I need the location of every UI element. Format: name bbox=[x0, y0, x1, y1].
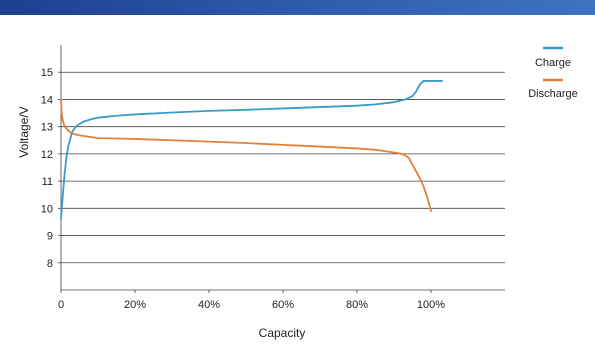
series-layer bbox=[60, 80, 443, 221]
x-tick-label-100: 100% bbox=[417, 299, 445, 311]
x-tick-label-20: 20% bbox=[124, 299, 146, 311]
top-banner bbox=[0, 0, 595, 15]
x-tick-label-80: 80% bbox=[346, 299, 368, 311]
y-tick-label-8: 8 bbox=[47, 258, 53, 270]
x-tick-labels: 0 20% 40% 60% 80% 100% bbox=[58, 299, 445, 311]
y-tick-label-14: 14 bbox=[41, 94, 53, 106]
y-tick-label-15: 15 bbox=[41, 67, 53, 79]
legend-charge-label: Charge bbox=[535, 57, 571, 69]
x-tick-label-60: 60% bbox=[272, 299, 294, 311]
axis-layer bbox=[58, 45, 505, 293]
x-axis-title: Capacity bbox=[259, 326, 306, 340]
y-axis-title: Voltage/V bbox=[17, 106, 31, 157]
legend-discharge-label: Discharge bbox=[528, 88, 578, 100]
y-tick-label-10: 10 bbox=[41, 203, 53, 215]
series-charge-line bbox=[60, 80, 443, 221]
y-tick-label-11: 11 bbox=[42, 176, 53, 188]
y-tick-label-12: 12 bbox=[41, 149, 53, 161]
legend: Charge Discharge bbox=[528, 46, 578, 100]
x-tick-label-40: 40% bbox=[198, 299, 220, 311]
y-tick-label-13: 13 bbox=[41, 122, 53, 134]
series-discharge-line bbox=[60, 98, 432, 212]
x-tick-label-0: 0 bbox=[58, 299, 64, 311]
grid-layer bbox=[61, 71, 505, 264]
y-tick-label-9: 9 bbox=[47, 231, 53, 243]
y-tick-labels: 8 9 10 11 12 13 14 15 bbox=[41, 67, 53, 270]
